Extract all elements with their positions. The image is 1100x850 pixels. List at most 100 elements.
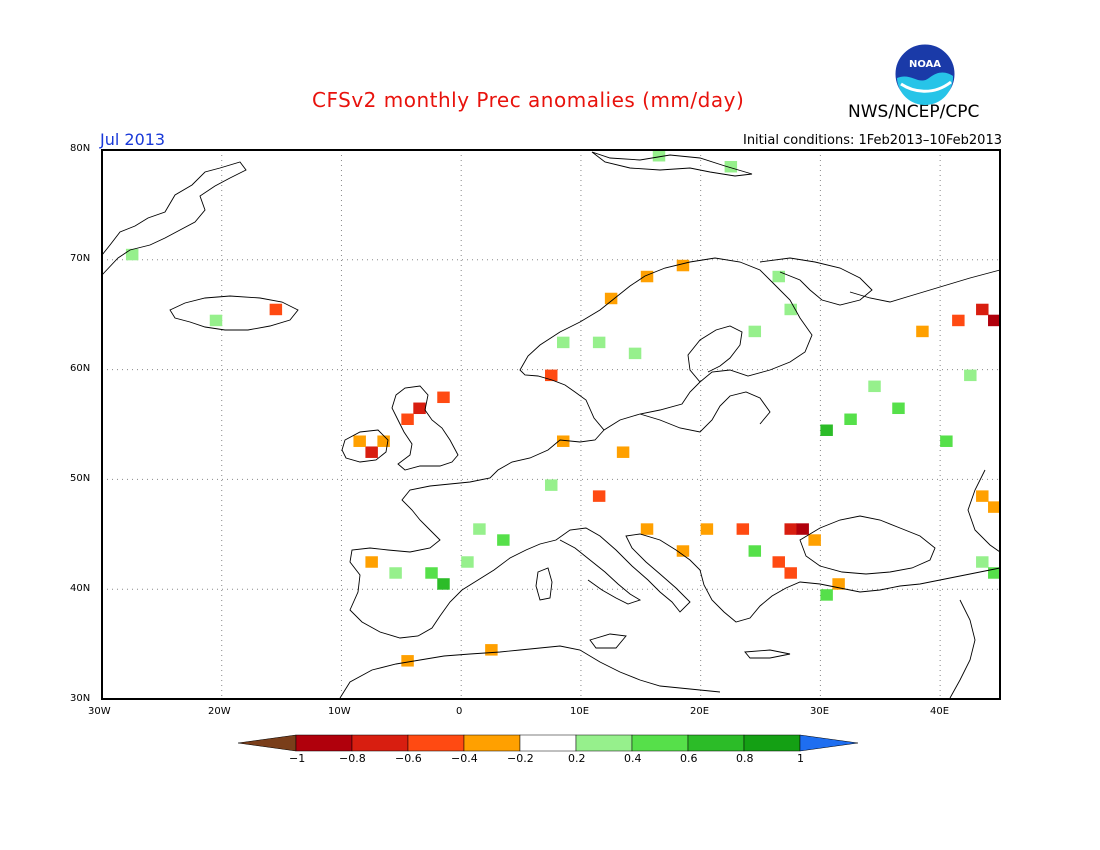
anomaly-cell (640, 523, 654, 535)
anomaly-cell (545, 369, 558, 382)
anomaly-cell (844, 413, 857, 425)
colorbar-label: 0.4 (624, 752, 642, 765)
anomaly-cell (592, 336, 606, 349)
colorbar-label: 1 (797, 752, 804, 765)
anomaly-cell (365, 556, 378, 568)
anomaly-cell (808, 534, 821, 546)
anomaly-cell (772, 556, 785, 568)
anomaly-cell (365, 446, 378, 458)
anomaly-cell (724, 160, 738, 173)
colorbar-label: −0.2 (507, 752, 534, 765)
colorbar-segment (631, 734, 689, 752)
lon-tick-30e: 30E (810, 706, 830, 717)
lon-tick-30w: 30W (88, 706, 111, 717)
anomaly-cell (125, 248, 139, 261)
coast-sardinia (535, 567, 553, 601)
anomaly-cell (209, 314, 223, 327)
coast-greenland (101, 161, 247, 276)
anomaly-cell (976, 556, 989, 568)
coast-caspian (967, 469, 1001, 553)
colorbar-label: −0.4 (451, 752, 478, 765)
anomaly-cell (796, 523, 809, 535)
lat-tick-60n: 60N (70, 363, 91, 374)
anomaly-cell (868, 380, 881, 393)
anomaly-cell (976, 303, 989, 316)
lon-tick-20e: 20E (690, 706, 710, 717)
anomaly-cell (820, 424, 833, 436)
lat-tick-30n: 30N (70, 693, 91, 704)
coast-scandinavia (519, 257, 813, 431)
anomaly-cell (700, 523, 714, 535)
anomaly-cell (772, 270, 785, 283)
anomaly-cell (736, 523, 750, 535)
coast-bothnia (687, 325, 743, 383)
anomaly-cell (556, 336, 570, 349)
anomaly-cell (269, 303, 283, 316)
colorbar-segment (463, 734, 521, 752)
colorbar-segment (407, 734, 465, 752)
colorbar-segment (687, 734, 745, 752)
anomaly-cell (592, 490, 606, 502)
anomaly-cell (640, 270, 654, 283)
lat-tick-80n: 80N (70, 143, 91, 154)
coast-kola (759, 257, 873, 306)
coast-crete (744, 649, 791, 659)
anomaly-cell (784, 567, 797, 579)
anomaly-cell (545, 479, 558, 491)
lon-tick-0: 0 (456, 706, 463, 717)
anomaly-cell (473, 523, 486, 535)
colorbar-label: 0.6 (680, 752, 698, 765)
anomaly-cell (784, 303, 797, 316)
anomaly-cell (389, 567, 402, 579)
anomaly-cell (832, 578, 845, 590)
colorbar-segment (743, 734, 801, 752)
coast-north-africa (339, 645, 721, 699)
coast-levant (949, 599, 976, 699)
coastlines (101, 151, 1001, 699)
colorbar-segment (575, 734, 633, 752)
anomaly-cell (485, 644, 498, 656)
colorbar-segment (295, 734, 353, 752)
anomaly-cell (461, 556, 474, 568)
anomaly-cell (676, 259, 690, 272)
lon-tick-10e: 10E (570, 706, 590, 717)
anomaly-cell (437, 578, 450, 590)
coast-ireland (341, 429, 389, 463)
anomaly-cell (676, 545, 690, 557)
colorbar-label: −1 (289, 752, 306, 765)
coast-black-sea (799, 515, 936, 575)
map-title: CFSv2 monthly Prec anomalies (mm/day) (312, 88, 745, 112)
lat-tick-40n: 40N (70, 583, 91, 594)
coast-sicily (589, 633, 627, 649)
anomaly-cell (616, 446, 630, 458)
gridlines (102, 150, 1000, 699)
anomaly-cell (988, 501, 1001, 513)
anomaly-cells (125, 150, 1001, 667)
lat-tick-50n: 50N (70, 473, 91, 484)
coast-italy (559, 539, 642, 605)
coast-baltic (639, 391, 771, 433)
anomaly-cell (952, 314, 965, 327)
initial-conditions-label: Initial conditions: 1Feb2013–10Feb2013 (742, 133, 1002, 148)
anomaly-cell (988, 567, 1001, 579)
anomaly-cell (784, 523, 797, 535)
anomaly-cell (497, 534, 510, 546)
lon-tick-40e: 40E (930, 706, 950, 717)
coast-russia-north (849, 269, 1001, 303)
anomaly-cell (425, 567, 438, 579)
noaa-logo-text: NOAA (909, 59, 941, 70)
anomaly-cell (892, 402, 905, 415)
coast-svalbard (591, 151, 753, 177)
agency-label: NWS/NCEP/CPC (848, 102, 980, 122)
colorbar-label: 0.8 (736, 752, 754, 765)
anomaly-cell (748, 545, 762, 557)
colorbar-right-triangle (799, 734, 859, 752)
lat-tick-70n: 70N (70, 253, 91, 264)
month-label: Jul 2013 (100, 130, 166, 149)
anomaly-cell (988, 314, 1001, 327)
lon-tick-20w: 20W (208, 706, 231, 717)
anomaly-cell (556, 435, 570, 447)
colorbar-segment (351, 734, 409, 752)
anomaly-cell (604, 292, 618, 305)
